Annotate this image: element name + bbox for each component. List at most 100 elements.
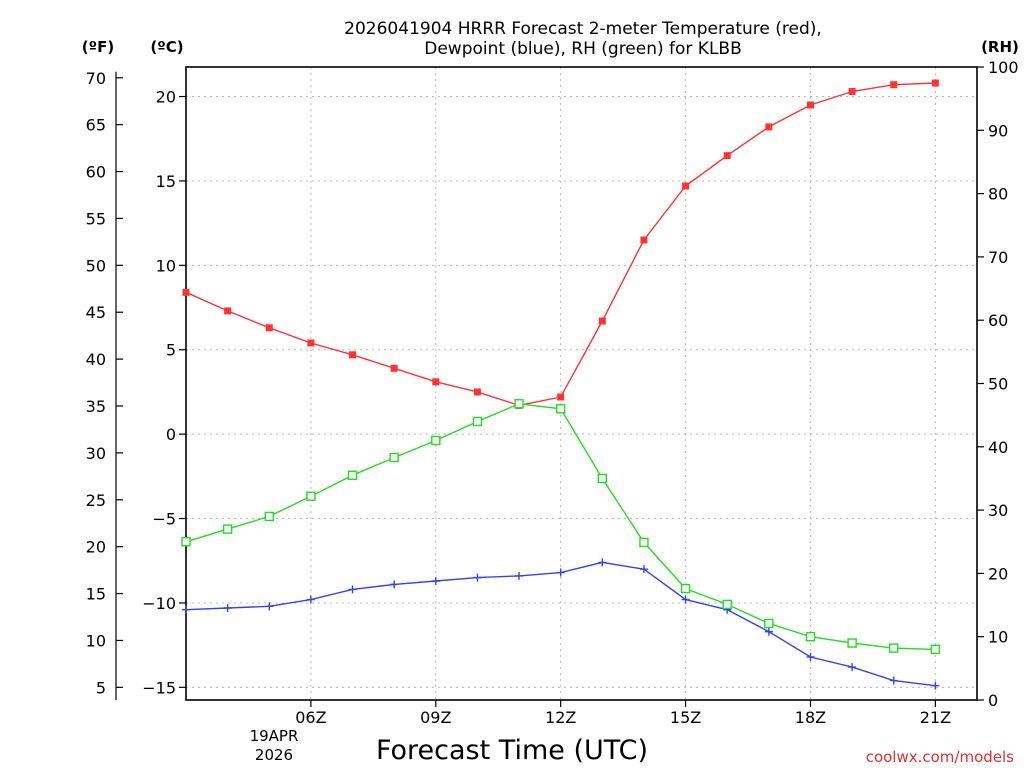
- rh-tick-label: 30: [988, 501, 1008, 520]
- rh-point: [264, 511, 274, 522]
- rh-tick-label: 90: [988, 121, 1008, 140]
- temperature-point: [307, 339, 315, 347]
- rh-point: [680, 583, 691, 594]
- x-tick-label: 21Z: [920, 708, 951, 727]
- fahrenheit-tick-label: 25: [86, 491, 106, 510]
- x-axis-title: Forecast Time (UTC): [376, 735, 648, 766]
- fahrenheit-tick-label: 15: [86, 585, 106, 604]
- rh-point: [930, 644, 941, 655]
- chart-title-line1: 2026041904 HRRR Forecast 2-meter Tempera…: [344, 19, 822, 39]
- rh-point: [805, 632, 816, 642]
- fahrenheit-tick-label: 55: [86, 209, 106, 228]
- temperature-series: [182, 79, 939, 409]
- rh-tick-label: 50: [988, 375, 1008, 394]
- temperature-point: [349, 351, 357, 359]
- chart-title-line2: Dewpoint (blue), RH (green) for KLBB: [424, 39, 742, 59]
- rh-tick-label: 100: [988, 58, 1019, 77]
- celsius-tick-label: 15: [156, 172, 176, 191]
- axes: 20151050−5−10−15706560555045403530252015…: [86, 58, 1019, 727]
- rh-point: [722, 599, 732, 610]
- data-series: [181, 79, 941, 690]
- rh-point: [764, 618, 774, 629]
- x-tick-label: 12Z: [545, 708, 576, 727]
- temperature-point: [432, 378, 440, 386]
- rh-point: [181, 537, 191, 547]
- date-label-line2: 2026: [255, 746, 293, 764]
- rh-tick-label: 80: [988, 185, 1008, 204]
- temperature-point: [765, 123, 773, 131]
- fahrenheit-tick-label: 10: [86, 631, 106, 650]
- grid-lines: [186, 67, 977, 700]
- dewpoint-point: [681, 595, 690, 604]
- temperature-point: [806, 101, 814, 109]
- rh-point: [431, 435, 441, 446]
- watermark: coolwx.com/models: [866, 748, 1014, 766]
- fahrenheit-tick-label: 40: [86, 350, 106, 369]
- fahrenheit-tick-label: 65: [86, 116, 106, 135]
- dewpoint-point: [182, 605, 190, 614]
- temperature-point: [265, 324, 273, 332]
- dewpoint-point: [931, 681, 940, 690]
- dewpoint-point: [473, 573, 482, 582]
- fahrenheit-tick-label: 45: [86, 303, 106, 322]
- rh-tick-label: 70: [988, 248, 1008, 267]
- date-label-line1: 19APR: [250, 727, 299, 745]
- x-tick-label: 09Z: [420, 708, 451, 727]
- rh-point: [306, 491, 316, 501]
- temperature-point: [182, 288, 190, 296]
- fahrenheit-tick-label: 70: [86, 69, 106, 88]
- x-tick-label: 15Z: [670, 708, 701, 727]
- dewpoint-point: [556, 568, 565, 577]
- dewpoint-point: [889, 676, 898, 685]
- fahrenheit-tick-label: 60: [86, 163, 106, 182]
- temperature-point: [557, 393, 565, 401]
- fahrenheit-tick-label: 20: [86, 538, 106, 557]
- rh-point: [889, 643, 899, 653]
- rh-series: [181, 399, 941, 655]
- fahrenheit-tick-label: 35: [86, 397, 106, 416]
- x-tick-label: 06Z: [295, 708, 326, 727]
- temperature-point: [848, 87, 856, 95]
- temperature-point: [682, 182, 690, 190]
- fahrenheit-tick-label: 50: [86, 256, 106, 275]
- rh-point: [597, 473, 608, 484]
- dewpoint-point: [265, 602, 274, 611]
- plot-frame: [185, 66, 978, 701]
- celsius-tick-label: 0: [166, 425, 176, 444]
- temperature-point: [473, 388, 481, 396]
- temperature-point: [640, 236, 648, 244]
- rh-tick-label: 60: [988, 311, 1008, 330]
- celsius-tick-label: 10: [156, 256, 176, 275]
- dewpoint-series: [182, 558, 940, 690]
- temperature-point: [390, 364, 398, 372]
- celsius-tick-label: 20: [156, 88, 176, 107]
- dewpoint-point: [348, 585, 357, 594]
- rh-point: [639, 537, 649, 548]
- temperature-point: [598, 317, 606, 325]
- fahrenheit-tick-label: 30: [86, 444, 106, 463]
- dewpoint-point: [639, 565, 648, 574]
- dewpoint-point: [515, 571, 524, 580]
- temperature-point: [224, 307, 232, 315]
- celsius-tick-label: −10: [142, 594, 176, 613]
- x-tick-label: 18Z: [795, 708, 826, 727]
- temperature-line: [185, 82, 936, 407]
- rh-point: [389, 452, 399, 463]
- temperature-point: [890, 81, 898, 89]
- rh-tick-label: 20: [988, 564, 1008, 583]
- celsius-tick-label: −15: [142, 678, 176, 697]
- dewpoint-point: [764, 627, 773, 636]
- celsius-tick-label: 5: [166, 341, 176, 360]
- rh-point: [555, 404, 566, 414]
- dewpoint-point: [390, 580, 399, 589]
- dewpoint-point: [306, 595, 315, 604]
- dewpoint-point: [598, 558, 607, 567]
- rh-point: [222, 524, 233, 534]
- dewpoint-point: [806, 652, 815, 661]
- rh-tick-label: 40: [988, 438, 1008, 457]
- rh-point: [347, 470, 358, 480]
- fahrenheit-unit-label: (ºF): [82, 38, 114, 56]
- rh-point: [514, 399, 524, 409]
- rh-tick-label: 0: [988, 691, 998, 710]
- rh-point: [847, 638, 857, 648]
